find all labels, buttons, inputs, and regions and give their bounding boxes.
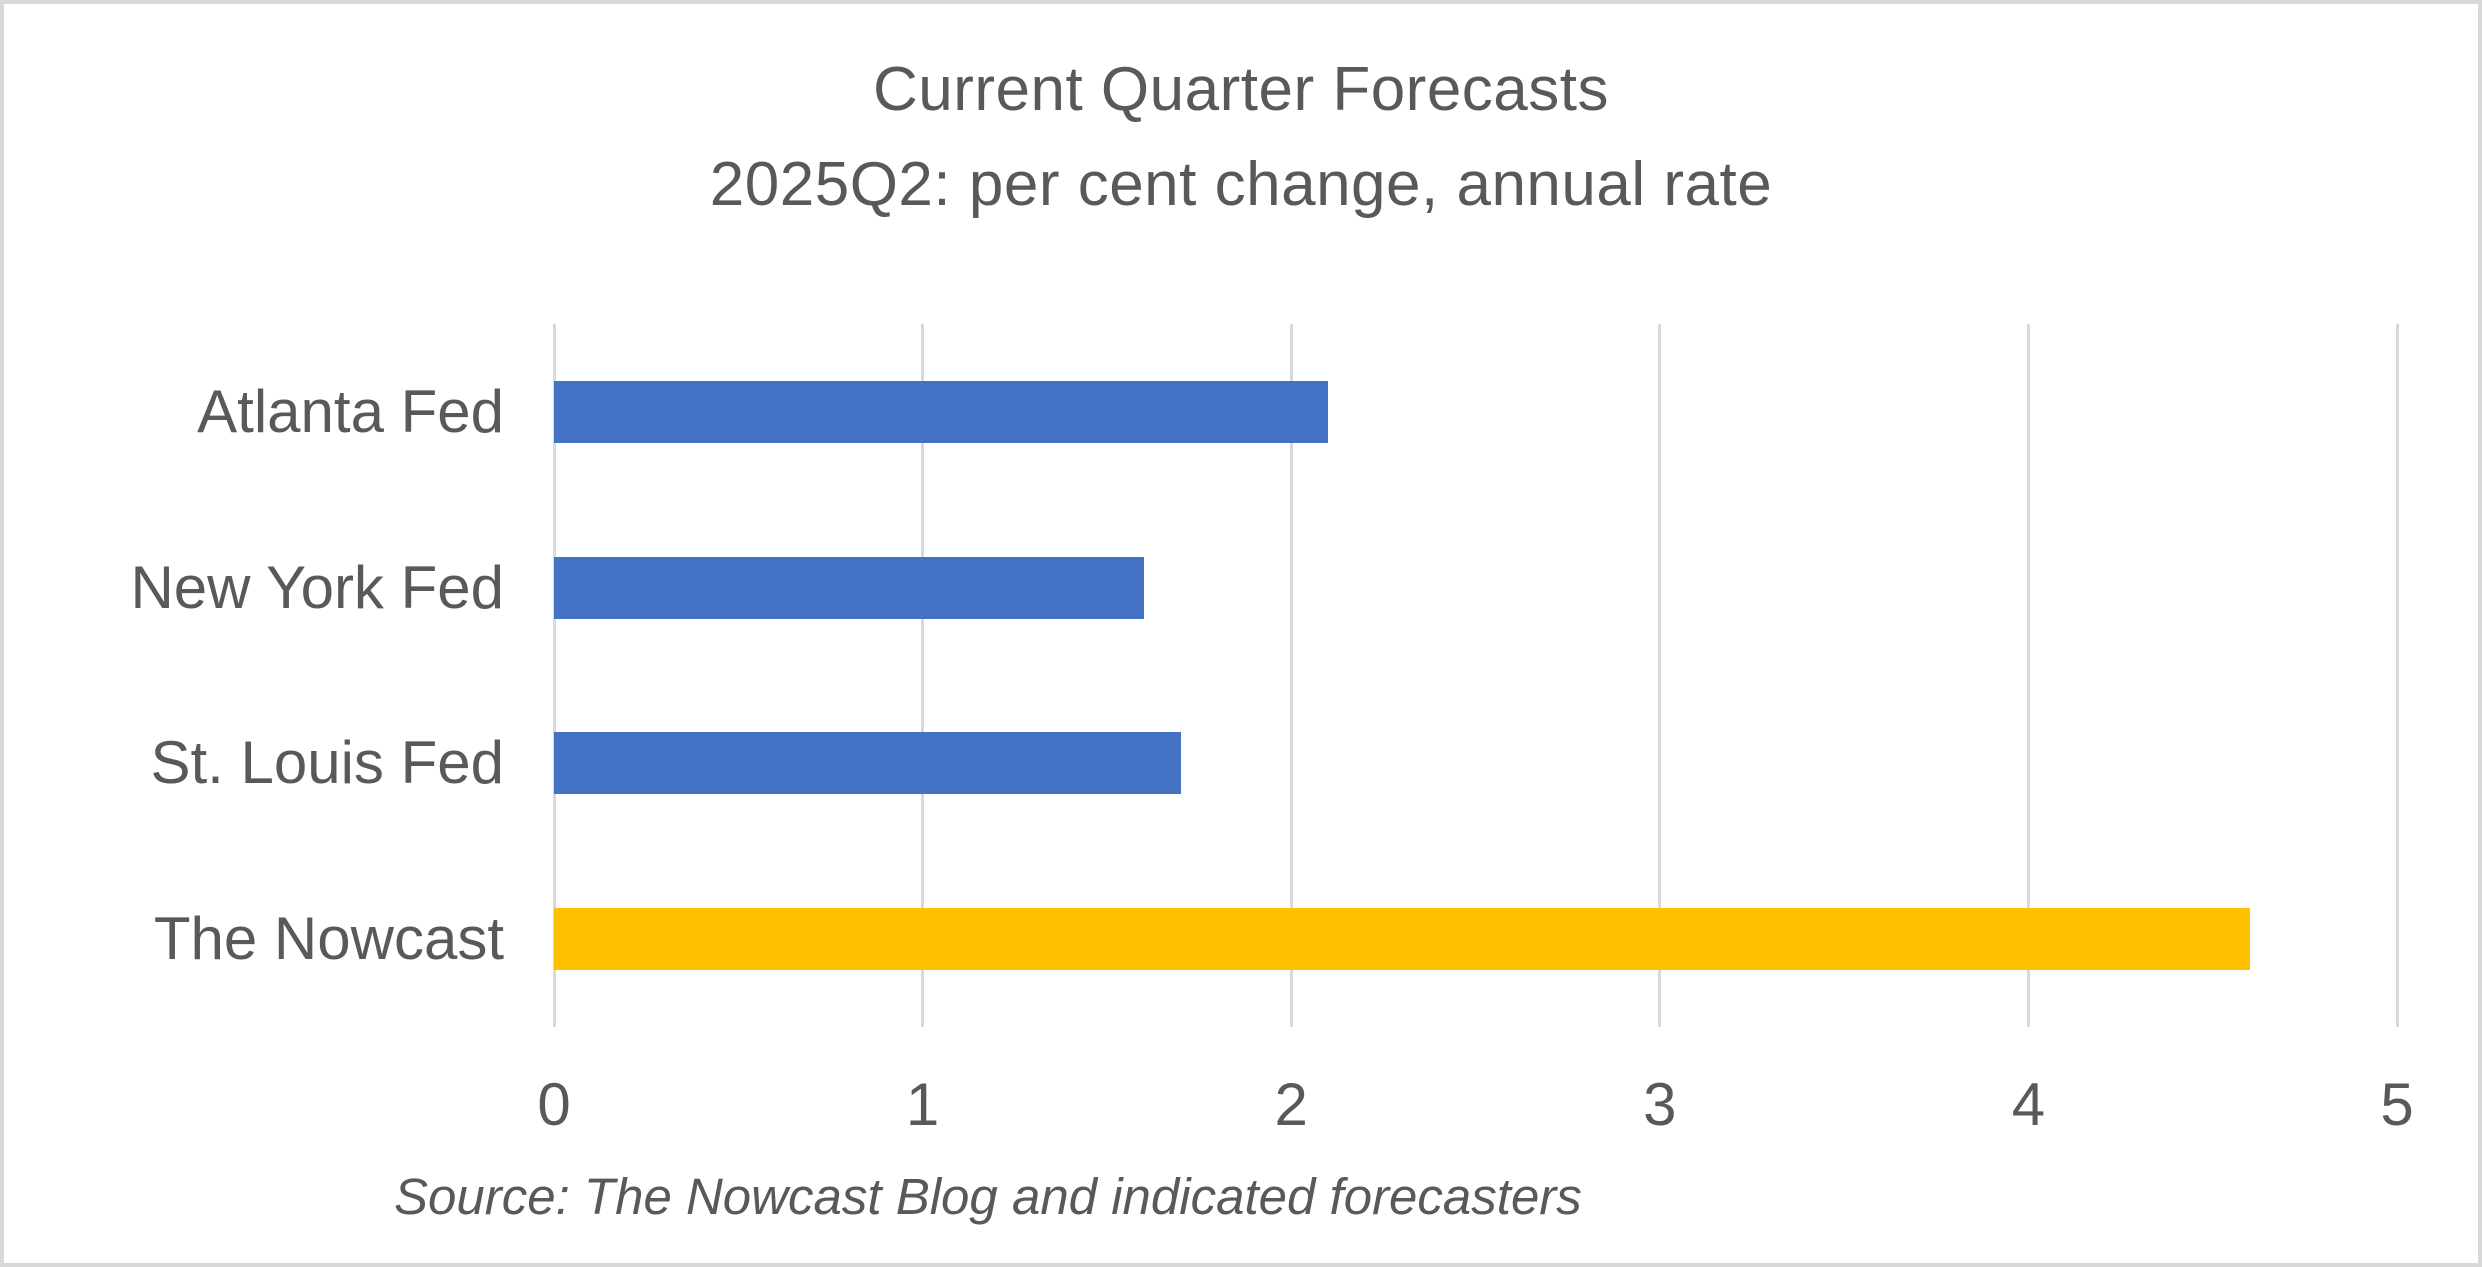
bar	[554, 556, 1144, 619]
chart-title-line2: 2025Q2: per cent change, annual rate	[709, 150, 1773, 219]
chart-title: Current Quarter Forecasts 2025Q2: per ce…	[4, 42, 2478, 232]
plot-area: 0 1 2 3 4 5 Atlanta Fed New York Fed St. Louis F…	[4, 4, 2478, 1263]
gridline-x-4	[2026, 324, 2030, 1027]
bar	[554, 380, 1329, 443]
gridline-x-3	[1658, 324, 1662, 1027]
category-label: St. Louis Fed	[150, 729, 504, 797]
x-tick-label-1: 1	[905, 1071, 940, 1138]
source-note: Source: The Nowcast Blog and indicated f…	[394, 1168, 1582, 1225]
x-tick-label-2: 2	[1274, 1071, 1308, 1138]
category-label: Atlanta Fed	[197, 377, 504, 445]
x-tick-label-4: 4	[2011, 1071, 2046, 1138]
category-label: New York Fed	[130, 553, 504, 621]
bar	[554, 732, 1181, 795]
gridline-x-0	[552, 324, 556, 1027]
bar	[554, 908, 2250, 971]
category-label: The Nowcast	[153, 905, 504, 973]
gridline-x-1	[921, 324, 925, 1027]
chart-title-line1: Current Quarter Forecasts	[872, 55, 1610, 124]
x-tick-label-5: 5	[2380, 1071, 2414, 1138]
gridline-x-5	[2395, 324, 2399, 1027]
gridline-x-2	[1289, 324, 1293, 1027]
x-tick-label-0: 0	[537, 1071, 571, 1138]
x-tick-label-3: 3	[1643, 1071, 1677, 1138]
